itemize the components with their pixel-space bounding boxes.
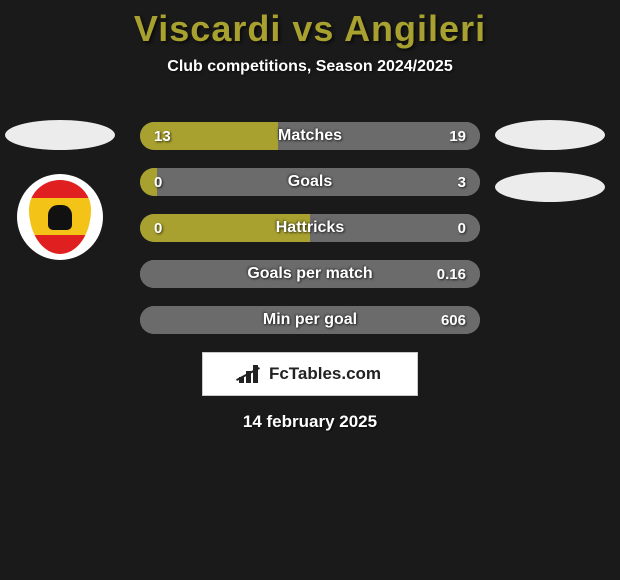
- crest-shield-icon: [29, 180, 91, 254]
- stat-value-right: 19: [449, 122, 466, 150]
- stat-value-right: 3: [458, 168, 466, 196]
- stat-label: Goals per match: [140, 260, 480, 288]
- bar-chart-icon: [239, 365, 261, 383]
- stat-bar: Min per goal606: [140, 306, 480, 334]
- stat-label: Min per goal: [140, 306, 480, 334]
- stat-bar: Hattricks0 0: [140, 214, 480, 242]
- stat-value-left: 0: [154, 214, 162, 242]
- stat-value-left: 0: [154, 168, 162, 196]
- player-right-oval-1: [495, 120, 605, 150]
- stat-bar: Goals0 3: [140, 168, 480, 196]
- player-left-oval: [5, 120, 115, 150]
- stat-value-right: 606: [441, 306, 466, 334]
- player-right-oval-2: [495, 172, 605, 202]
- stat-label: Matches: [140, 122, 480, 150]
- stat-value-right: 0: [458, 214, 466, 242]
- club-crest-left: [17, 174, 103, 260]
- stat-label: Hattricks: [140, 214, 480, 242]
- stat-label: Goals: [140, 168, 480, 196]
- brand-text: FcTables.com: [269, 364, 381, 384]
- date-text: 14 february 2025: [0, 412, 620, 432]
- stat-bars: Matches1319Goals03Hattricks00Goals per m…: [140, 122, 480, 352]
- stat-value-left: 13: [154, 122, 171, 150]
- stat-value-right: 0.16: [437, 260, 466, 288]
- page-subtitle: Club competitions, Season 2024/2025: [0, 58, 620, 76]
- page-title: Viscardi vs Angileri: [0, 0, 620, 50]
- stat-bar: Goals per match0.16: [140, 260, 480, 288]
- stat-bar: Matches13 19: [140, 122, 480, 150]
- brand-badge: FcTables.com: [202, 352, 418, 396]
